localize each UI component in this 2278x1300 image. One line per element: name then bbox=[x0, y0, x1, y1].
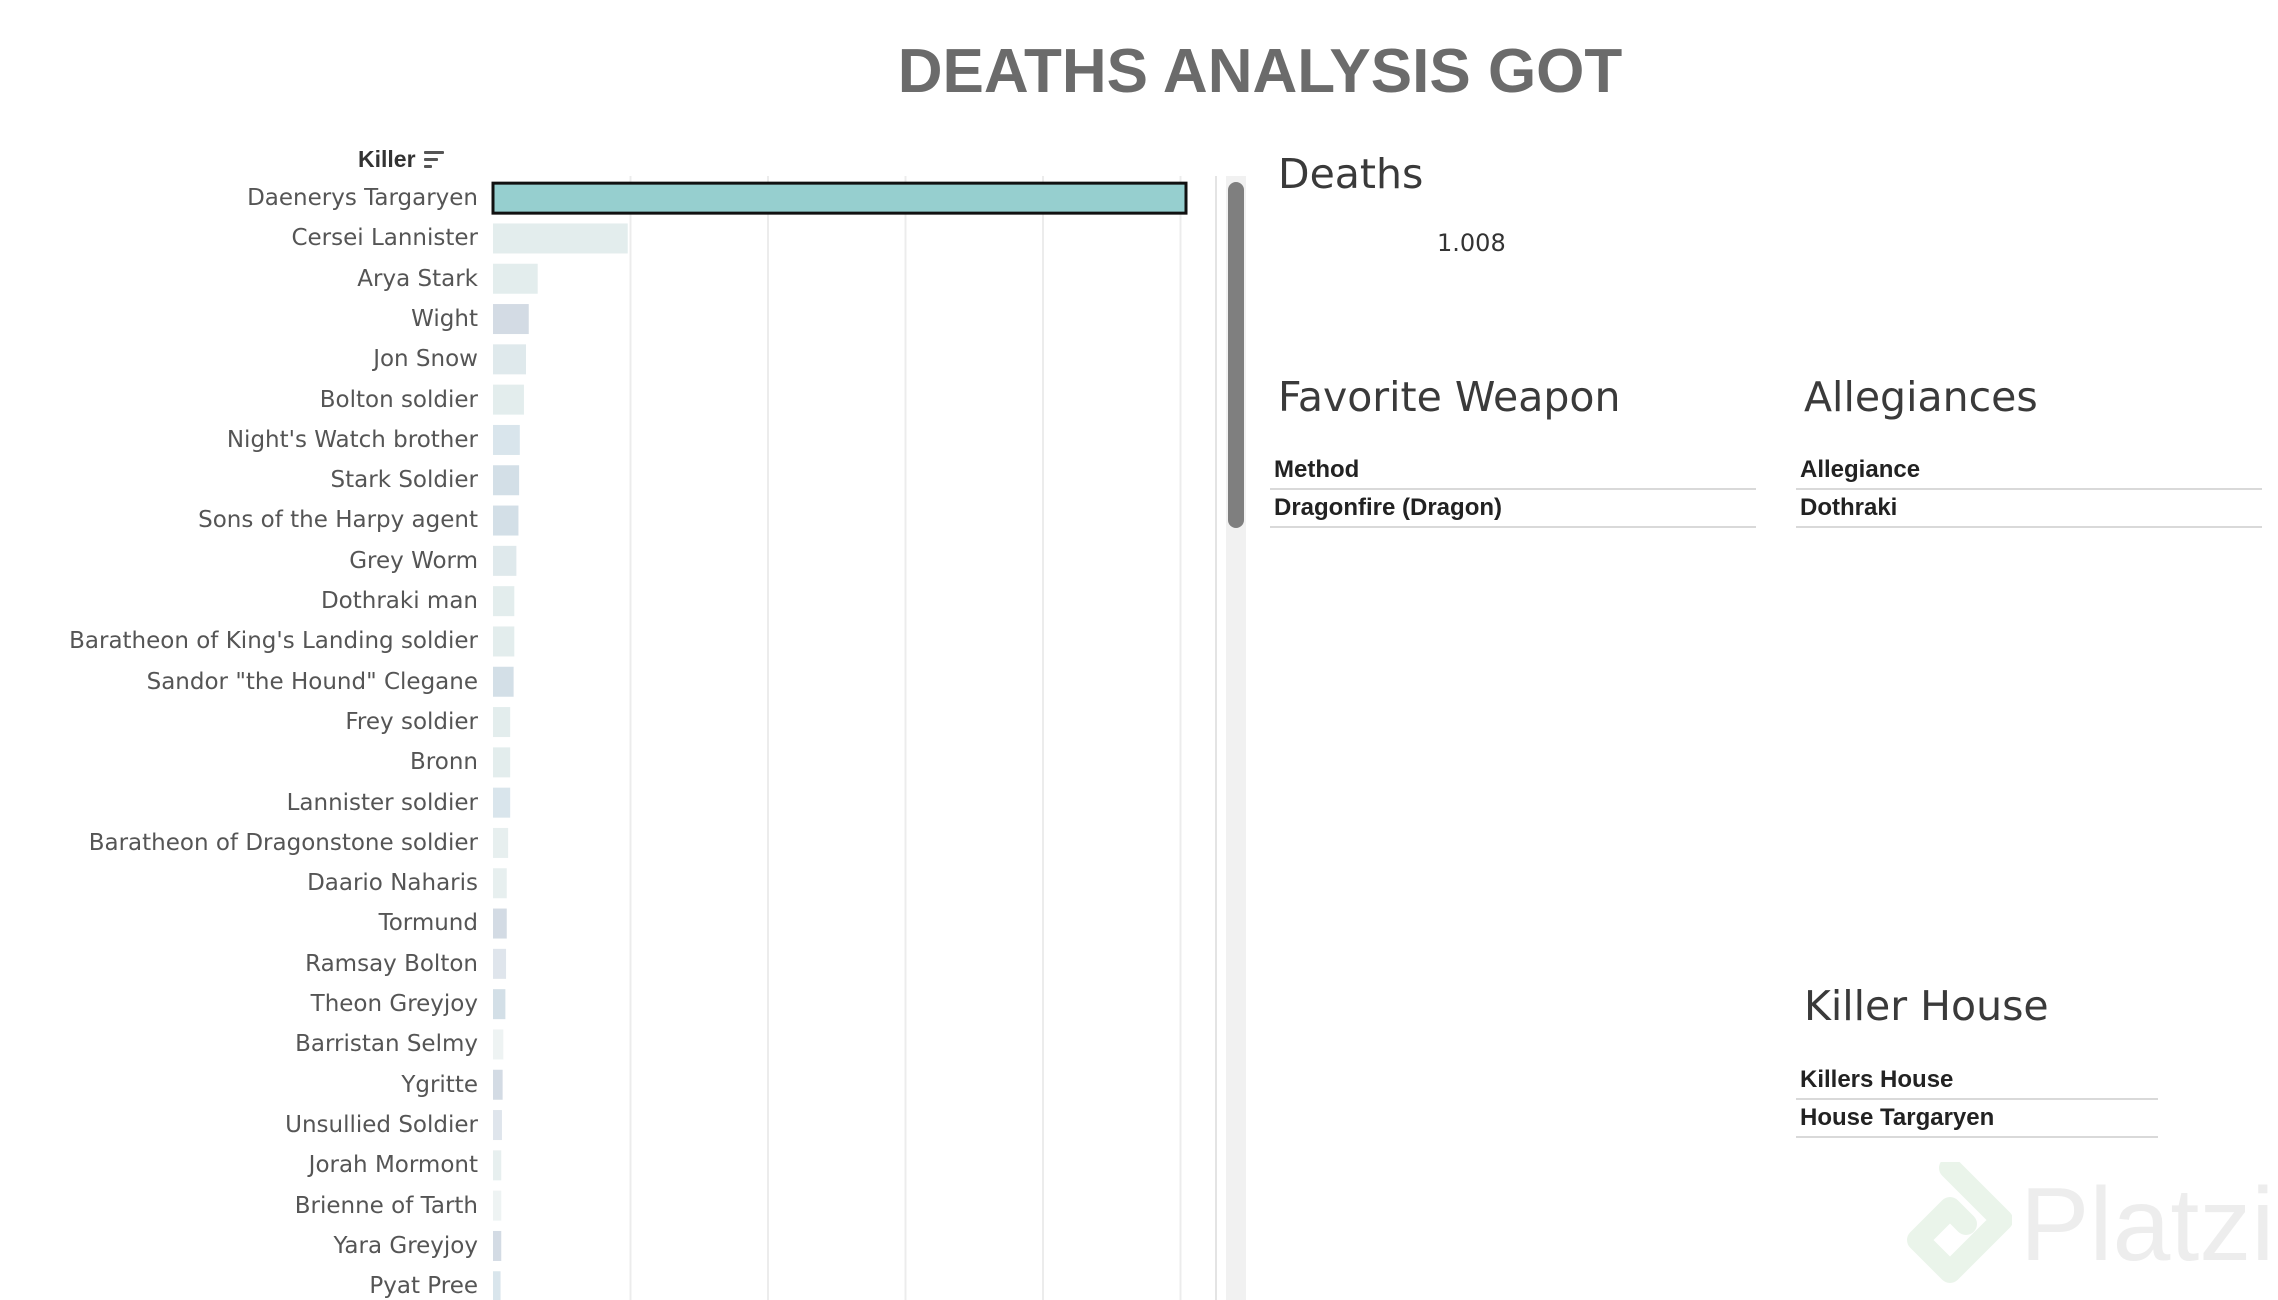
bar[interactable] bbox=[493, 1150, 502, 1181]
bar[interactable] bbox=[493, 1230, 502, 1261]
killer-column-header[interactable]: Killer bbox=[358, 144, 446, 174]
bar[interactable] bbox=[493, 1190, 502, 1221]
killer-label[interactable]: Arya Stark bbox=[357, 265, 478, 292]
bar[interactable] bbox=[493, 626, 515, 657]
bar[interactable] bbox=[493, 465, 520, 496]
killer-label[interactable]: Frey soldier bbox=[345, 708, 478, 735]
bar[interactable] bbox=[493, 1110, 502, 1141]
bar[interactable] bbox=[493, 384, 524, 415]
killer-label[interactable]: Baratheon of King's Landing soldier bbox=[69, 628, 478, 655]
killer-label[interactable]: Daario Naharis bbox=[307, 870, 478, 897]
bar[interactable] bbox=[493, 424, 520, 455]
killer-label[interactable]: Ramsay Bolton bbox=[305, 950, 478, 977]
killer-header-label: Killer bbox=[358, 145, 416, 172]
bar[interactable] bbox=[493, 1069, 503, 1100]
bar[interactable] bbox=[493, 1271, 501, 1300]
favorite-weapon-table: Method Dragonfire (Dragon) bbox=[1270, 452, 1756, 528]
bar[interactable] bbox=[493, 948, 507, 979]
killer-label[interactable]: Baratheon of Dragonstone soldier bbox=[88, 829, 478, 856]
killer-label[interactable]: Daenerys Targaryen bbox=[247, 185, 478, 211]
bar[interactable] bbox=[493, 787, 511, 818]
allegiance-header: Allegiance bbox=[1796, 452, 2262, 490]
killer-label[interactable]: Yara Greyjoy bbox=[333, 1232, 478, 1259]
killer-label[interactable]: Jorah Mormont bbox=[308, 1152, 478, 1179]
dashboard-title: DEATHS ANALYSIS GOT bbox=[897, 37, 1623, 106]
killer-label[interactable]: Dothraki man bbox=[320, 588, 478, 614]
killer-label[interactable]: Lannister soldier bbox=[286, 789, 478, 816]
killer-bar-chart bbox=[491, 176, 1217, 1300]
killer-label[interactable]: Bolton soldier bbox=[319, 386, 478, 413]
deaths-value[interactable]: 1.008 bbox=[1437, 229, 1506, 257]
allegiances-title: Allegiances bbox=[1804, 373, 2038, 421]
method-header: Method bbox=[1270, 452, 1756, 490]
killer-label[interactable]: Ygritte bbox=[401, 1071, 478, 1098]
killer-label[interactable]: Tormund bbox=[378, 910, 478, 937]
killer-label[interactable]: Barristan Selmy bbox=[295, 1031, 478, 1058]
favorite-weapon-title: Favorite Weapon bbox=[1278, 373, 1621, 421]
platzi-logo-icon bbox=[1907, 1157, 2013, 1283]
method-value[interactable]: Dragonfire (Dragon) bbox=[1270, 490, 1756, 528]
bar[interactable] bbox=[493, 545, 517, 576]
killer-label[interactable]: Theon Greyjoy bbox=[310, 991, 478, 1017]
bar[interactable] bbox=[493, 505, 519, 536]
platzi-watermark: Platzi bbox=[1888, 1157, 2278, 1300]
killer-label[interactable]: Sons of the Harpy agent bbox=[198, 507, 478, 534]
killer-label[interactable]: Stark Soldier bbox=[330, 467, 478, 494]
sort-descending-icon[interactable] bbox=[423, 149, 446, 169]
bar[interactable] bbox=[493, 666, 514, 697]
bar[interactable] bbox=[493, 223, 628, 254]
bar[interactable] bbox=[493, 908, 507, 939]
allegiance-value[interactable]: Dothraki bbox=[1796, 490, 2262, 528]
killer-label[interactable]: Night's Watch brother bbox=[226, 426, 478, 453]
bar[interactable] bbox=[493, 586, 515, 617]
killer-label[interactable]: Bronn bbox=[410, 749, 478, 776]
killer-house-header: Killers House bbox=[1796, 1062, 2158, 1100]
killer-house-value[interactable]: House Targaryen bbox=[1796, 1100, 2158, 1138]
killer-label[interactable]: Sandor "the Hound" Clegane bbox=[146, 668, 478, 695]
killer-label[interactable]: Wight bbox=[411, 305, 478, 332]
bar[interactable] bbox=[493, 707, 511, 738]
killer-label[interactable]: Grey Worm bbox=[349, 547, 478, 574]
killer-label[interactable]: Cersei Lannister bbox=[291, 225, 478, 252]
bar[interactable] bbox=[491, 181, 1188, 215]
bar[interactable] bbox=[493, 263, 538, 294]
bar[interactable] bbox=[493, 747, 511, 778]
chart-scrollbar-thumb[interactable] bbox=[1228, 182, 1244, 528]
bar[interactable] bbox=[493, 989, 506, 1020]
killer-house-table: Killers House House Targaryen bbox=[1796, 1062, 2158, 1138]
watermark-text: Platzi bbox=[2020, 1167, 2275, 1283]
killer-label[interactable]: Unsullied Soldier bbox=[285, 1111, 478, 1138]
bar[interactable] bbox=[493, 868, 507, 899]
bar[interactable] bbox=[493, 304, 529, 335]
killer-label[interactable]: Brienne of Tarth bbox=[294, 1192, 478, 1219]
killer-label[interactable]: Pyat Pree bbox=[369, 1273, 478, 1300]
killer-label[interactable]: Jon Snow bbox=[373, 346, 478, 373]
killer-house-title: Killer House bbox=[1804, 982, 2049, 1030]
bar[interactable] bbox=[493, 344, 526, 375]
bar[interactable] bbox=[493, 1029, 504, 1060]
bar[interactable] bbox=[493, 827, 509, 858]
allegiances-table: Allegiance Dothraki bbox=[1796, 452, 2262, 528]
deaths-title: Deaths bbox=[1278, 150, 1424, 198]
